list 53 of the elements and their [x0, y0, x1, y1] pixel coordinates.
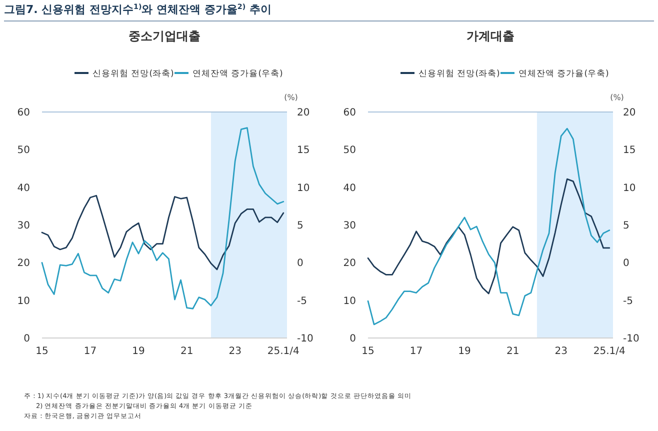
y2-tick-label: 20 — [297, 108, 310, 118]
legend-label: 신용위험 전망(좌축) — [418, 68, 500, 79]
y2-tick-label: -5 — [623, 296, 633, 307]
y2-axis-title: (%) — [284, 93, 298, 102]
y-tick-label: 30 — [343, 220, 356, 232]
y2-tick-label: 5 — [623, 220, 630, 232]
y-tick-label: 40 — [343, 182, 356, 194]
x-tick-label: 23 — [554, 346, 568, 357]
y2-tick-label: 10 — [297, 182, 310, 194]
x-tick-label: 15 — [362, 346, 374, 357]
y-tick-label: 40 — [17, 182, 30, 194]
y-tick-label: 50 — [343, 145, 356, 156]
legend-label: 신용위험 전망(좌축) — [92, 68, 174, 79]
x-tick-label: 25.1/4 — [593, 346, 626, 357]
x-tick-label: 21 — [180, 346, 194, 357]
y2-tick-label: 10 — [623, 182, 636, 194]
y-tick-label: 0 — [350, 334, 356, 344]
y-tick-label: 60 — [17, 108, 30, 118]
y2-axis-title: (%) — [610, 93, 624, 102]
y2-tick-label: -5 — [297, 296, 307, 307]
line-series — [41, 194, 284, 270]
legend-label: 연체잔액 증가율(우축) — [518, 68, 609, 79]
x-tick-label: 15 — [36, 346, 48, 357]
line-series — [367, 128, 610, 326]
y-tick-label: 0 — [24, 334, 30, 344]
x-tick-label: 17 — [410, 346, 423, 357]
x-tick-label: 21 — [506, 346, 520, 357]
line-series — [367, 178, 610, 294]
y-tick-label: 30 — [17, 220, 30, 232]
x-tick-label: 19 — [132, 346, 145, 357]
y2-tick-label: 15 — [297, 145, 310, 156]
chart-title: 가계대출 — [466, 29, 514, 43]
x-tick-label: 17 — [84, 346, 97, 357]
y-tick-label: 50 — [17, 145, 30, 156]
y-tick-label: 60 — [343, 108, 356, 118]
legend-label: 연체잔액 증가율(우축) — [192, 68, 283, 79]
y2-tick-label: -10 — [623, 334, 640, 344]
y-tick-label: 10 — [17, 296, 30, 307]
y2-tick-label: 15 — [623, 145, 636, 156]
chart-title: 그림7. 신용위험 전망지수$^{1)}$와 연체잔액 증가율$^{2)}$ 추이 — [4, 2, 272, 16]
x-tick-label: 19 — [458, 346, 471, 357]
x-tick-label: 23 — [228, 346, 242, 357]
y2-tick-label: 20 — [623, 108, 636, 118]
y-tick-label: 10 — [343, 296, 356, 307]
y-tick-label: 20 — [17, 258, 30, 270]
y2-tick-label: -10 — [297, 334, 314, 344]
x-tick-label: 25.1/4 — [267, 346, 300, 357]
y-tick-label: 20 — [343, 258, 356, 270]
chart-subtitle: 중소기업대출 — [128, 29, 200, 43]
y2-tick-label: 5 — [297, 220, 304, 232]
line-series — [41, 127, 284, 310]
y2-tick-label: 0 — [623, 258, 630, 270]
y2-tick-label: 0 — [297, 258, 304, 270]
